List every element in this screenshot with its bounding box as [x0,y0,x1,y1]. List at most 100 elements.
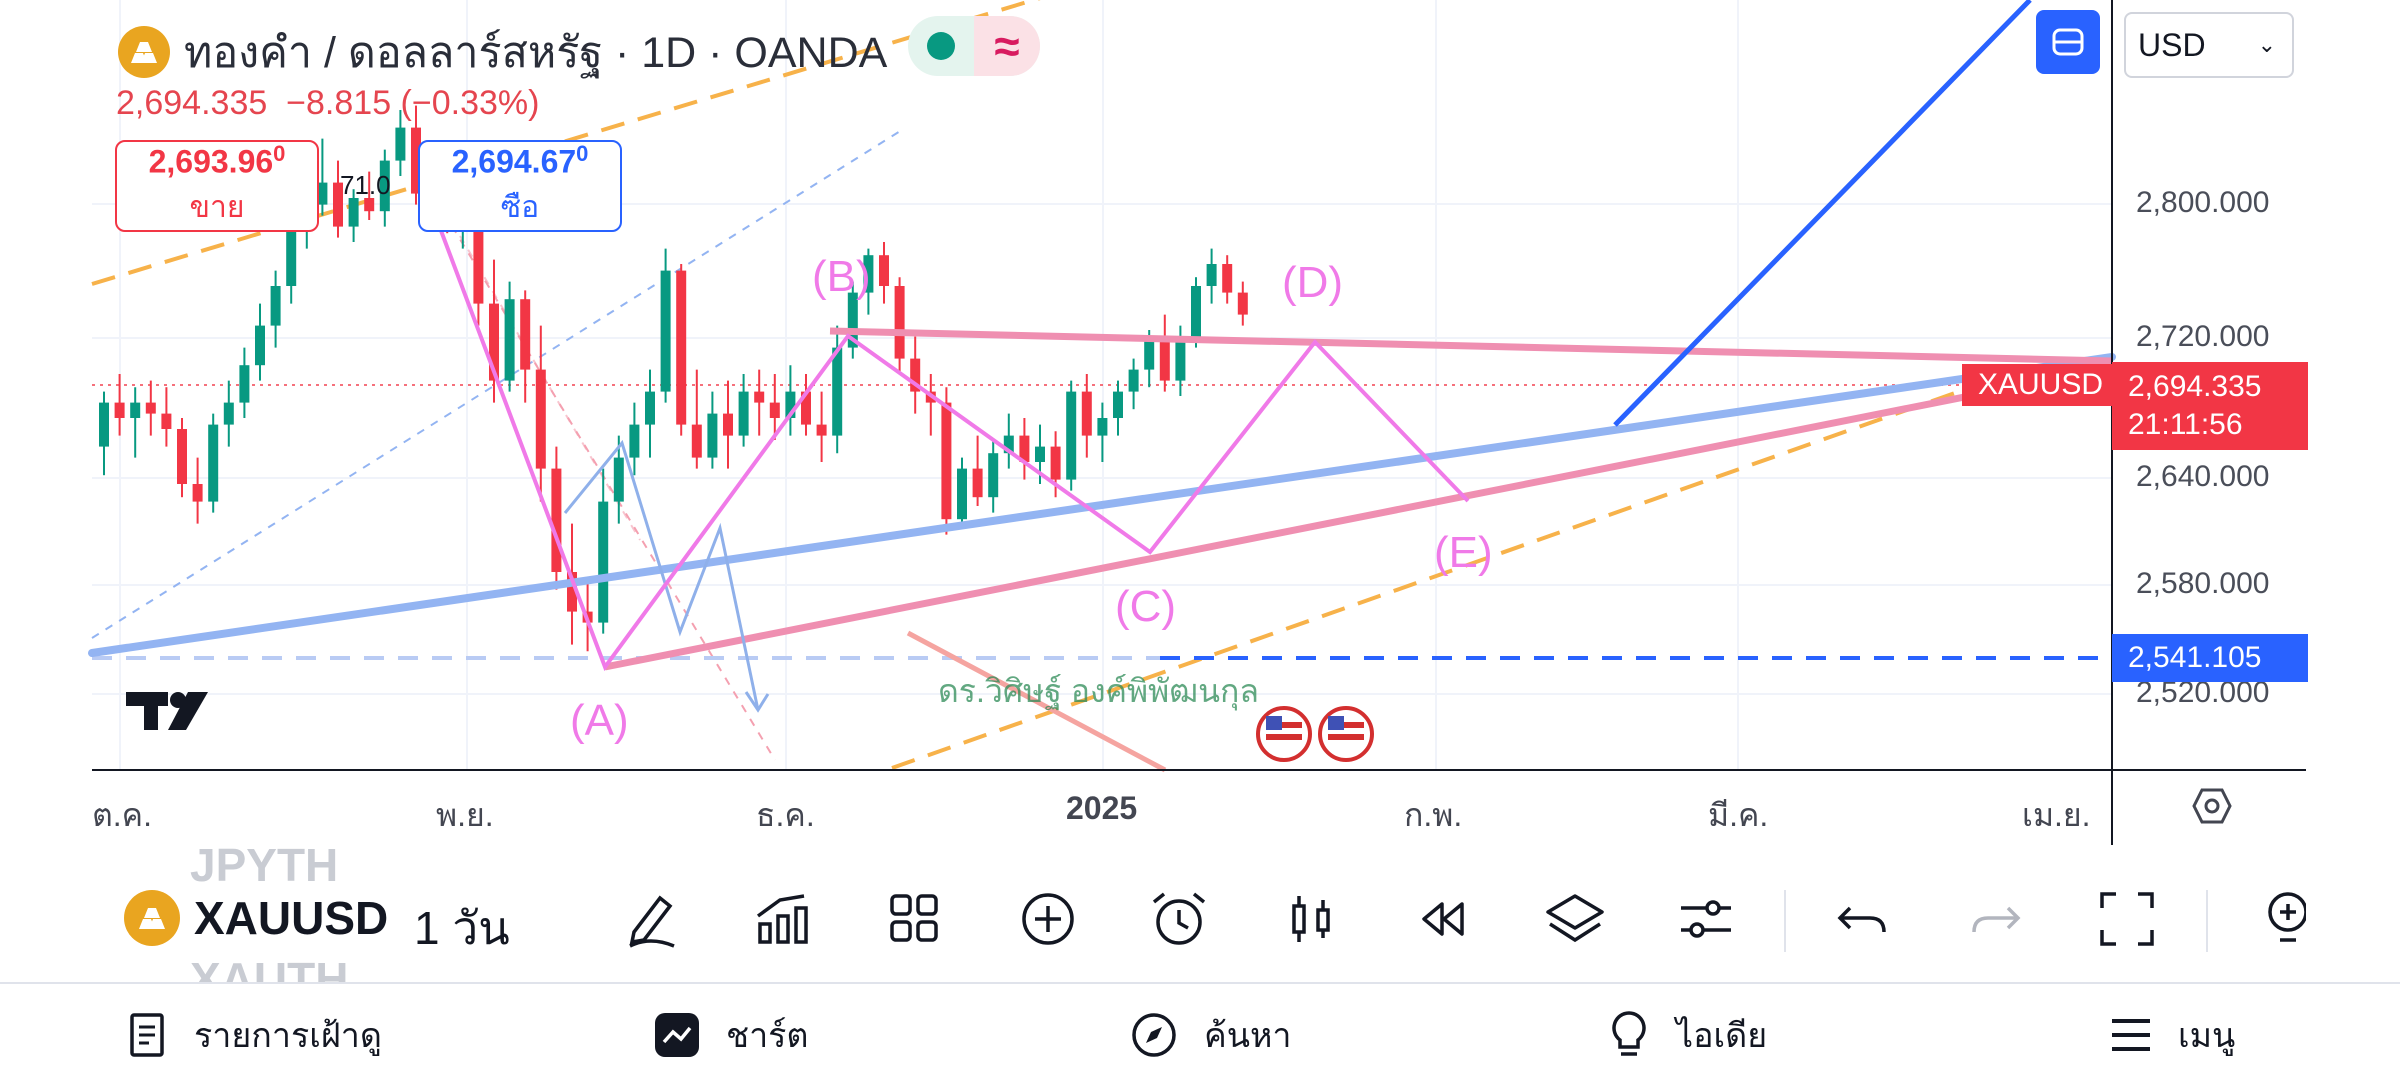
alert-clock-icon[interactable] [1146,886,1212,952]
candle-body [738,391,749,436]
sell-price: 2,693.96 [148,143,274,180]
candle-body [535,369,546,469]
toolbar-divider [1784,890,1786,952]
nav-chart[interactable]: ชาร์ต [654,1008,809,1062]
candle-body [473,198,484,304]
nav-menu[interactable]: เมนู [2110,1008,2235,1062]
sell-button[interactable]: 2,693.960 ขาย [115,140,319,232]
bottom-navigation: รายการเฝ้าดู ชาร์ต ค้นหา ไอเดีย เมนู [0,982,2400,1082]
sell-label: ขาย [189,191,245,225]
candle-body [192,484,203,502]
chart-settings-icon[interactable] [2192,786,2232,831]
candle-body [754,391,765,403]
layers-icon[interactable] [1542,886,1608,952]
triangle-lower-line [604,378,2041,671]
wave-label-e: (E) [1434,528,1493,577]
settings-sliders-icon[interactable] [1673,886,1739,952]
layout-button[interactable] [2036,10,2100,74]
idea-bulb-icon[interactable] [2256,886,2306,952]
candle-body [988,453,999,498]
candle-body [910,358,921,392]
time-axis-label: ก.พ. [1404,797,1463,833]
blue-trendline [88,353,2116,657]
candle-body [847,292,858,348]
green-dot-icon [927,32,955,60]
candle-body [972,468,983,498]
undo-icon[interactable] [1830,886,1896,952]
symbol-selector[interactable]: XAUUSD [124,890,388,946]
candle-body [1050,446,1061,480]
wave-label-c: (C) [1115,582,1177,631]
bar-countdown: 21:11:56 [2128,408,2243,441]
symbol-price-tag: XAUUSD [1962,364,2128,406]
candle-body [255,325,265,366]
candle-body [379,160,390,212]
currency-value: USD [2138,26,2206,63]
candle-body [223,402,234,425]
replay-rewind-icon[interactable] [1410,886,1476,952]
ghost-symbol-above: JPYTH [190,839,339,891]
symbol-title[interactable]: ทองคำ / ดอลลาร์สหรัฐ · 1D · OANDA [118,18,887,86]
candle-body [520,299,531,370]
support-level-badge: 2,541.105 [2112,634,2308,682]
candle-body [1113,391,1123,418]
price-change-line: 2,694.335 −8.815 (−0.33%) [116,84,539,123]
candle-body [130,402,141,418]
blue-projection-arrow [744,691,770,713]
candle-body [551,468,562,572]
time-axis-label: เม.ย. [2022,797,2091,833]
sell-price-small: 0 [273,140,286,166]
candle-body [270,286,281,326]
candle-body [99,402,109,447]
candles-style-icon[interactable] [1278,886,1344,952]
candle-body [239,365,250,403]
nav-watchlist[interactable]: รายการเฝ้าดู [126,1008,382,1062]
toolbar-divider [2206,890,2208,952]
candle-body [504,299,515,381]
buy-price-small: 0 [576,140,589,166]
candle-body [1003,435,1014,454]
drawing-pencil-icon[interactable] [620,886,686,952]
wave-label-a: (A) [570,696,629,745]
us-flag-icon [1256,706,1312,762]
symbol-ticker: XAUUSD [194,892,389,944]
add-plus-icon[interactable] [1015,886,1081,952]
candle-body [161,413,172,429]
nav-ideas-label: ไอเดีย [1676,1017,1768,1055]
hamburger-menu-icon [2112,1019,2150,1051]
candle-body [395,127,406,161]
currency-select[interactable]: USD ⌄ [2124,12,2294,78]
redo-icon[interactable] [1962,886,2028,952]
templates-grid-icon[interactable] [882,886,948,952]
symbol-title-text: ทองคำ / ดอลลาร์สหรัฐ · 1D · OANDA [184,29,888,77]
candle-body [1159,336,1170,381]
tradingview-logo [126,692,208,730]
candle-body [660,270,671,392]
price-axis-label: 2,640.000 [2136,460,2270,493]
candle-body [723,413,733,436]
layout-icon [2052,28,2084,56]
blue-projection [563,439,760,711]
fullscreen-icon[interactable] [2094,886,2160,952]
author-watermark: ดร.วิศิษฐ์ องค์พิพัฒนกุล [938,673,1259,709]
candle-body [769,402,780,418]
spread-value: 71.0 [340,170,391,200]
nav-explore[interactable]: ค้นหา [1130,1008,1292,1062]
candle-body [691,424,702,458]
indicators-icon[interactable] [750,886,816,952]
time-axis-label: พ.ย. [436,797,494,833]
blue-breakout-line [1613,0,2032,427]
nav-ideas[interactable]: ไอเดีย [1608,1008,1767,1062]
candle-body [364,198,375,212]
lightbulb-icon [1612,1011,1646,1056]
buy-button[interactable]: 2,694.670 ซือ [418,140,622,232]
candle-body [801,391,811,425]
pink-dashed-decline-2 [459,235,641,541]
bottom-toolbar: JPYTH XAUTH [0,839,2400,1005]
candle-body [863,255,874,293]
price-chart[interactable] [0,0,2400,860]
market-status-pill[interactable]: ≈ [908,16,1040,76]
last-price-badge: 2,694.335 21:11:56 [2112,362,2308,450]
timeframe-selector[interactable]: 1 วัน [414,902,510,954]
nav-chart-label: ชาร์ต [726,1017,809,1055]
